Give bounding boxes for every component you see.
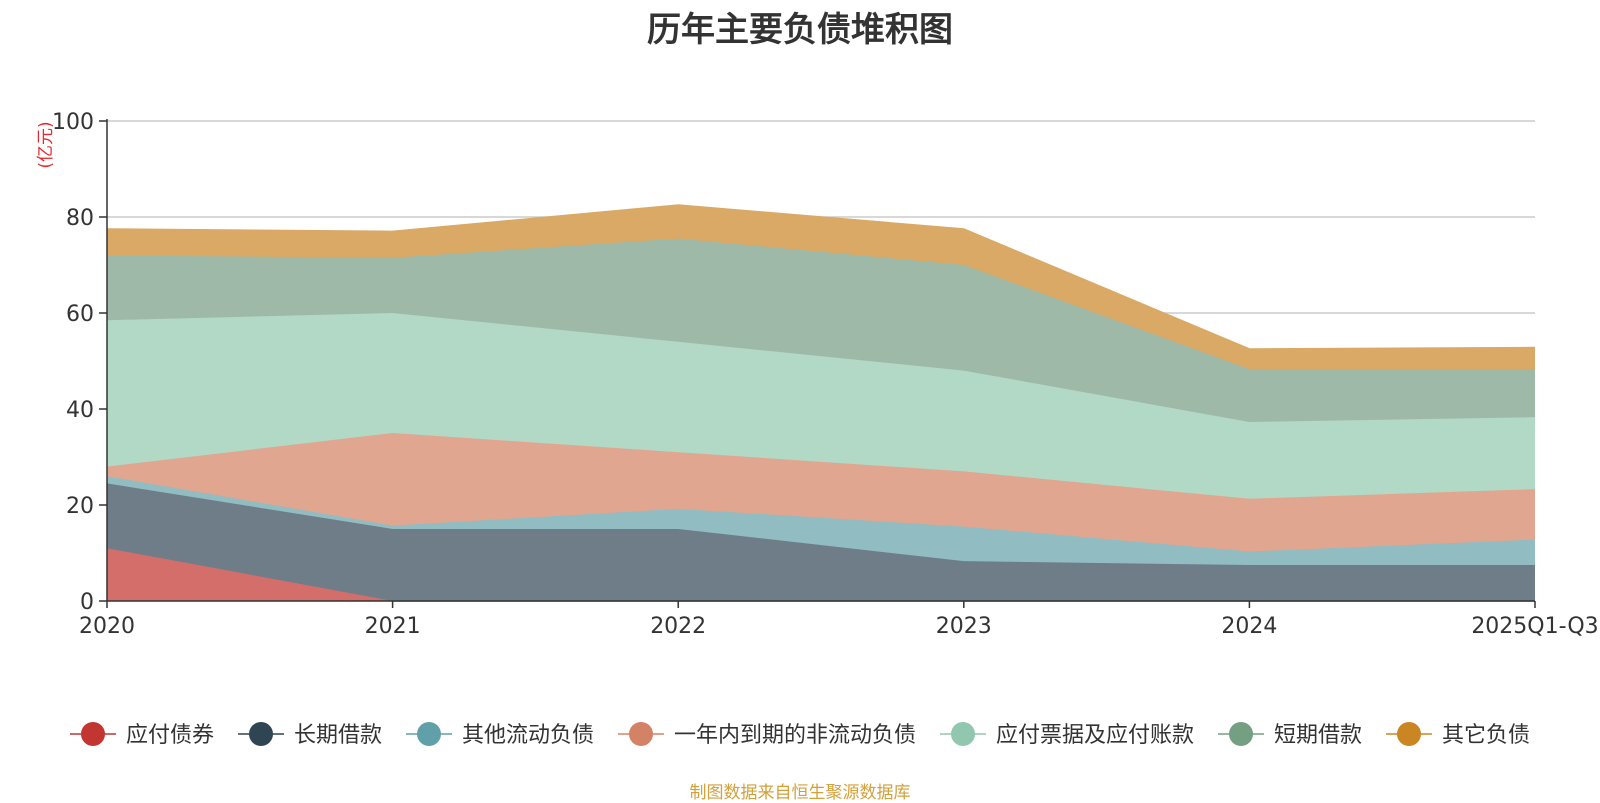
legend-dot-icon [81, 722, 105, 746]
x-tick-label: 2021 [365, 614, 421, 639]
legend: 应付债券 长期借款 其他流动负债 一年内到期的非流动负债 应付票据及应付账款 短期借款 其它… [70, 722, 1530, 748]
legend-label: 应付票据及应付账款 [996, 723, 1194, 748]
series-line-7 [106, 204, 1536, 350]
x-tick-label: 2025Q1-Q3 [1471, 614, 1598, 639]
y-axis-unit-label: (亿元) [36, 121, 56, 168]
area-series-5 [107, 313, 1535, 499]
source-note: 制图数据来自恒生聚源数据库 [689, 783, 911, 803]
legend-item-6[interactable]: 短期借款 [1218, 722, 1362, 748]
area-series-4 [107, 433, 1535, 552]
series-line-5 [106, 312, 1536, 423]
x-tick-label: 2020 [79, 614, 135, 639]
legend-label: 一年内到期的非流动负债 [674, 723, 916, 748]
x-tick-label: 2024 [1221, 614, 1277, 639]
area-series [106, 204, 1536, 602]
legend-dot-icon [1397, 722, 1421, 746]
legend-item-2[interactable]: 长期借款 [238, 722, 382, 748]
area-series-6 [107, 238, 1535, 422]
area-series-3 [107, 476, 1535, 565]
y-tick-label: 0 [80, 590, 94, 615]
legend-item-3[interactable]: 其他流动负债 [406, 722, 594, 748]
legend-dot-icon [417, 722, 441, 746]
y-tick-label: 100 [52, 110, 94, 135]
legend-dot-icon [951, 722, 975, 746]
chart-title: 历年主要负债堆积图 [647, 10, 953, 50]
area-series-2 [107, 483, 1535, 601]
x-tick-label: 2022 [650, 614, 706, 639]
legend-dot-icon [249, 722, 273, 746]
y-tick-label: 80 [66, 206, 94, 231]
legend-label: 长期借款 [294, 723, 382, 748]
y-tick-label: 40 [66, 398, 94, 423]
x-tick-label: 2023 [936, 614, 992, 639]
legend-dot-icon [629, 722, 653, 746]
area-series-7 [107, 205, 1535, 370]
legend-dot-icon [1229, 722, 1253, 746]
legend-label: 短期借款 [1274, 723, 1362, 748]
legend-item-1[interactable]: 应付债券 [70, 722, 214, 748]
axes: 0 20 40 60 80 100 2020 2021 2022 2023 2024 2025Q1-Q… [52, 110, 1599, 639]
legend-item-7[interactable]: 其它负债 [1386, 722, 1530, 748]
legend-item-5[interactable]: 应付票据及应付账款 [940, 722, 1194, 748]
legend-label: 其它负债 [1442, 723, 1530, 748]
area-series-1 [107, 548, 1535, 601]
legend-label: 应付债券 [126, 723, 214, 748]
legend-label: 其他流动负债 [462, 723, 594, 748]
legend-item-4[interactable]: 一年内到期的非流动负债 [618, 722, 916, 748]
y-tick-label: 20 [66, 494, 94, 519]
y-tick-label: 60 [66, 302, 94, 327]
